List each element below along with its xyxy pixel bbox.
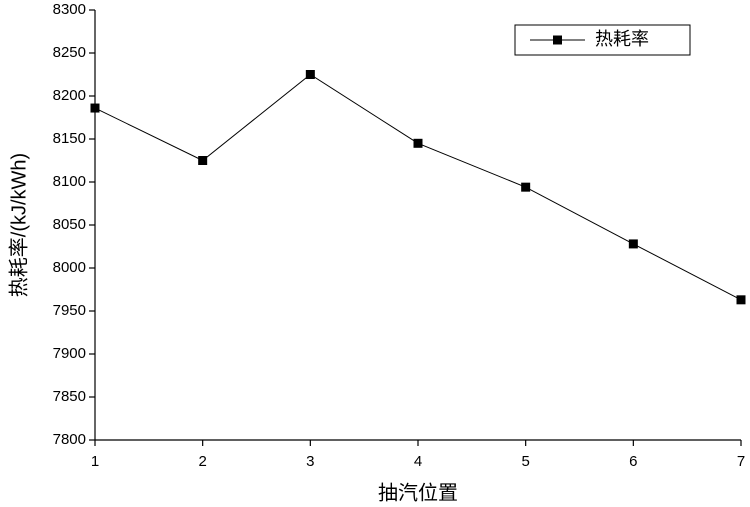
y-tick-label: 8000 (53, 259, 86, 276)
y-axis-label: 热耗率/(kJ/kWh) (7, 153, 30, 297)
x-tick-label: 6 (629, 453, 637, 470)
marker (90, 103, 100, 113)
marker (736, 295, 746, 305)
y-tick-label: 7800 (53, 431, 86, 448)
marker (413, 138, 423, 148)
y-tick-label: 8300 (53, 1, 86, 18)
y-tick-label: 8250 (53, 44, 86, 61)
y-tick-label: 8150 (53, 130, 86, 147)
y-tick-label: 7850 (53, 388, 86, 405)
marker (305, 70, 315, 79)
marker (628, 239, 638, 249)
series-line (94, 73, 742, 301)
y-tick-label: 7950 (53, 302, 86, 319)
legend-label: 热耗率 (595, 29, 649, 49)
x-tick-label: 4 (414, 453, 422, 470)
y-tick-label: 8050 (53, 216, 86, 233)
x-tick-label: 5 (521, 453, 529, 470)
x-tick-label: 2 (198, 453, 206, 470)
x-tick-label: 7 (737, 453, 745, 470)
x-tick-label: 3 (306, 453, 314, 470)
legend-marker (553, 35, 562, 45)
marker (198, 156, 208, 165)
x-axis-label: 抽汽位置 (378, 481, 458, 504)
x-tick-label: 1 (91, 453, 99, 470)
y-tick-label: 7900 (53, 345, 86, 362)
y-tick-label: 8100 (53, 173, 86, 190)
y-tick-label: 8200 (53, 87, 86, 104)
marker (521, 182, 531, 192)
